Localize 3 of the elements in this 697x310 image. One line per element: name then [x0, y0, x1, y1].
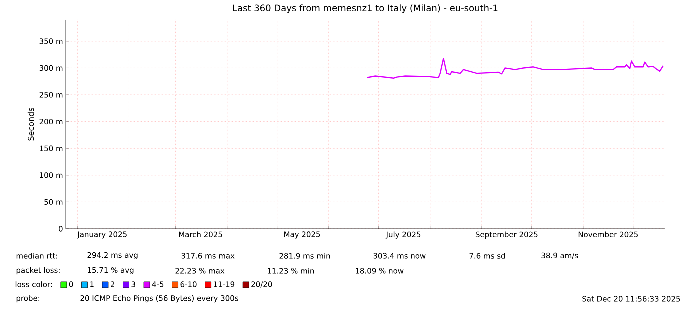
line-series	[366, 58, 664, 80]
chart-title: Last 360 Days from memesnz1 to Italy (Milan) - eu-south-1	[233, 4, 498, 14]
y-axis-title: Seconds	[28, 108, 34, 141]
